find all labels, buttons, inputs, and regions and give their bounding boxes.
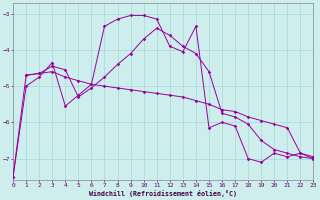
- X-axis label: Windchill (Refroidissement éolien,°C): Windchill (Refroidissement éolien,°C): [89, 190, 237, 197]
